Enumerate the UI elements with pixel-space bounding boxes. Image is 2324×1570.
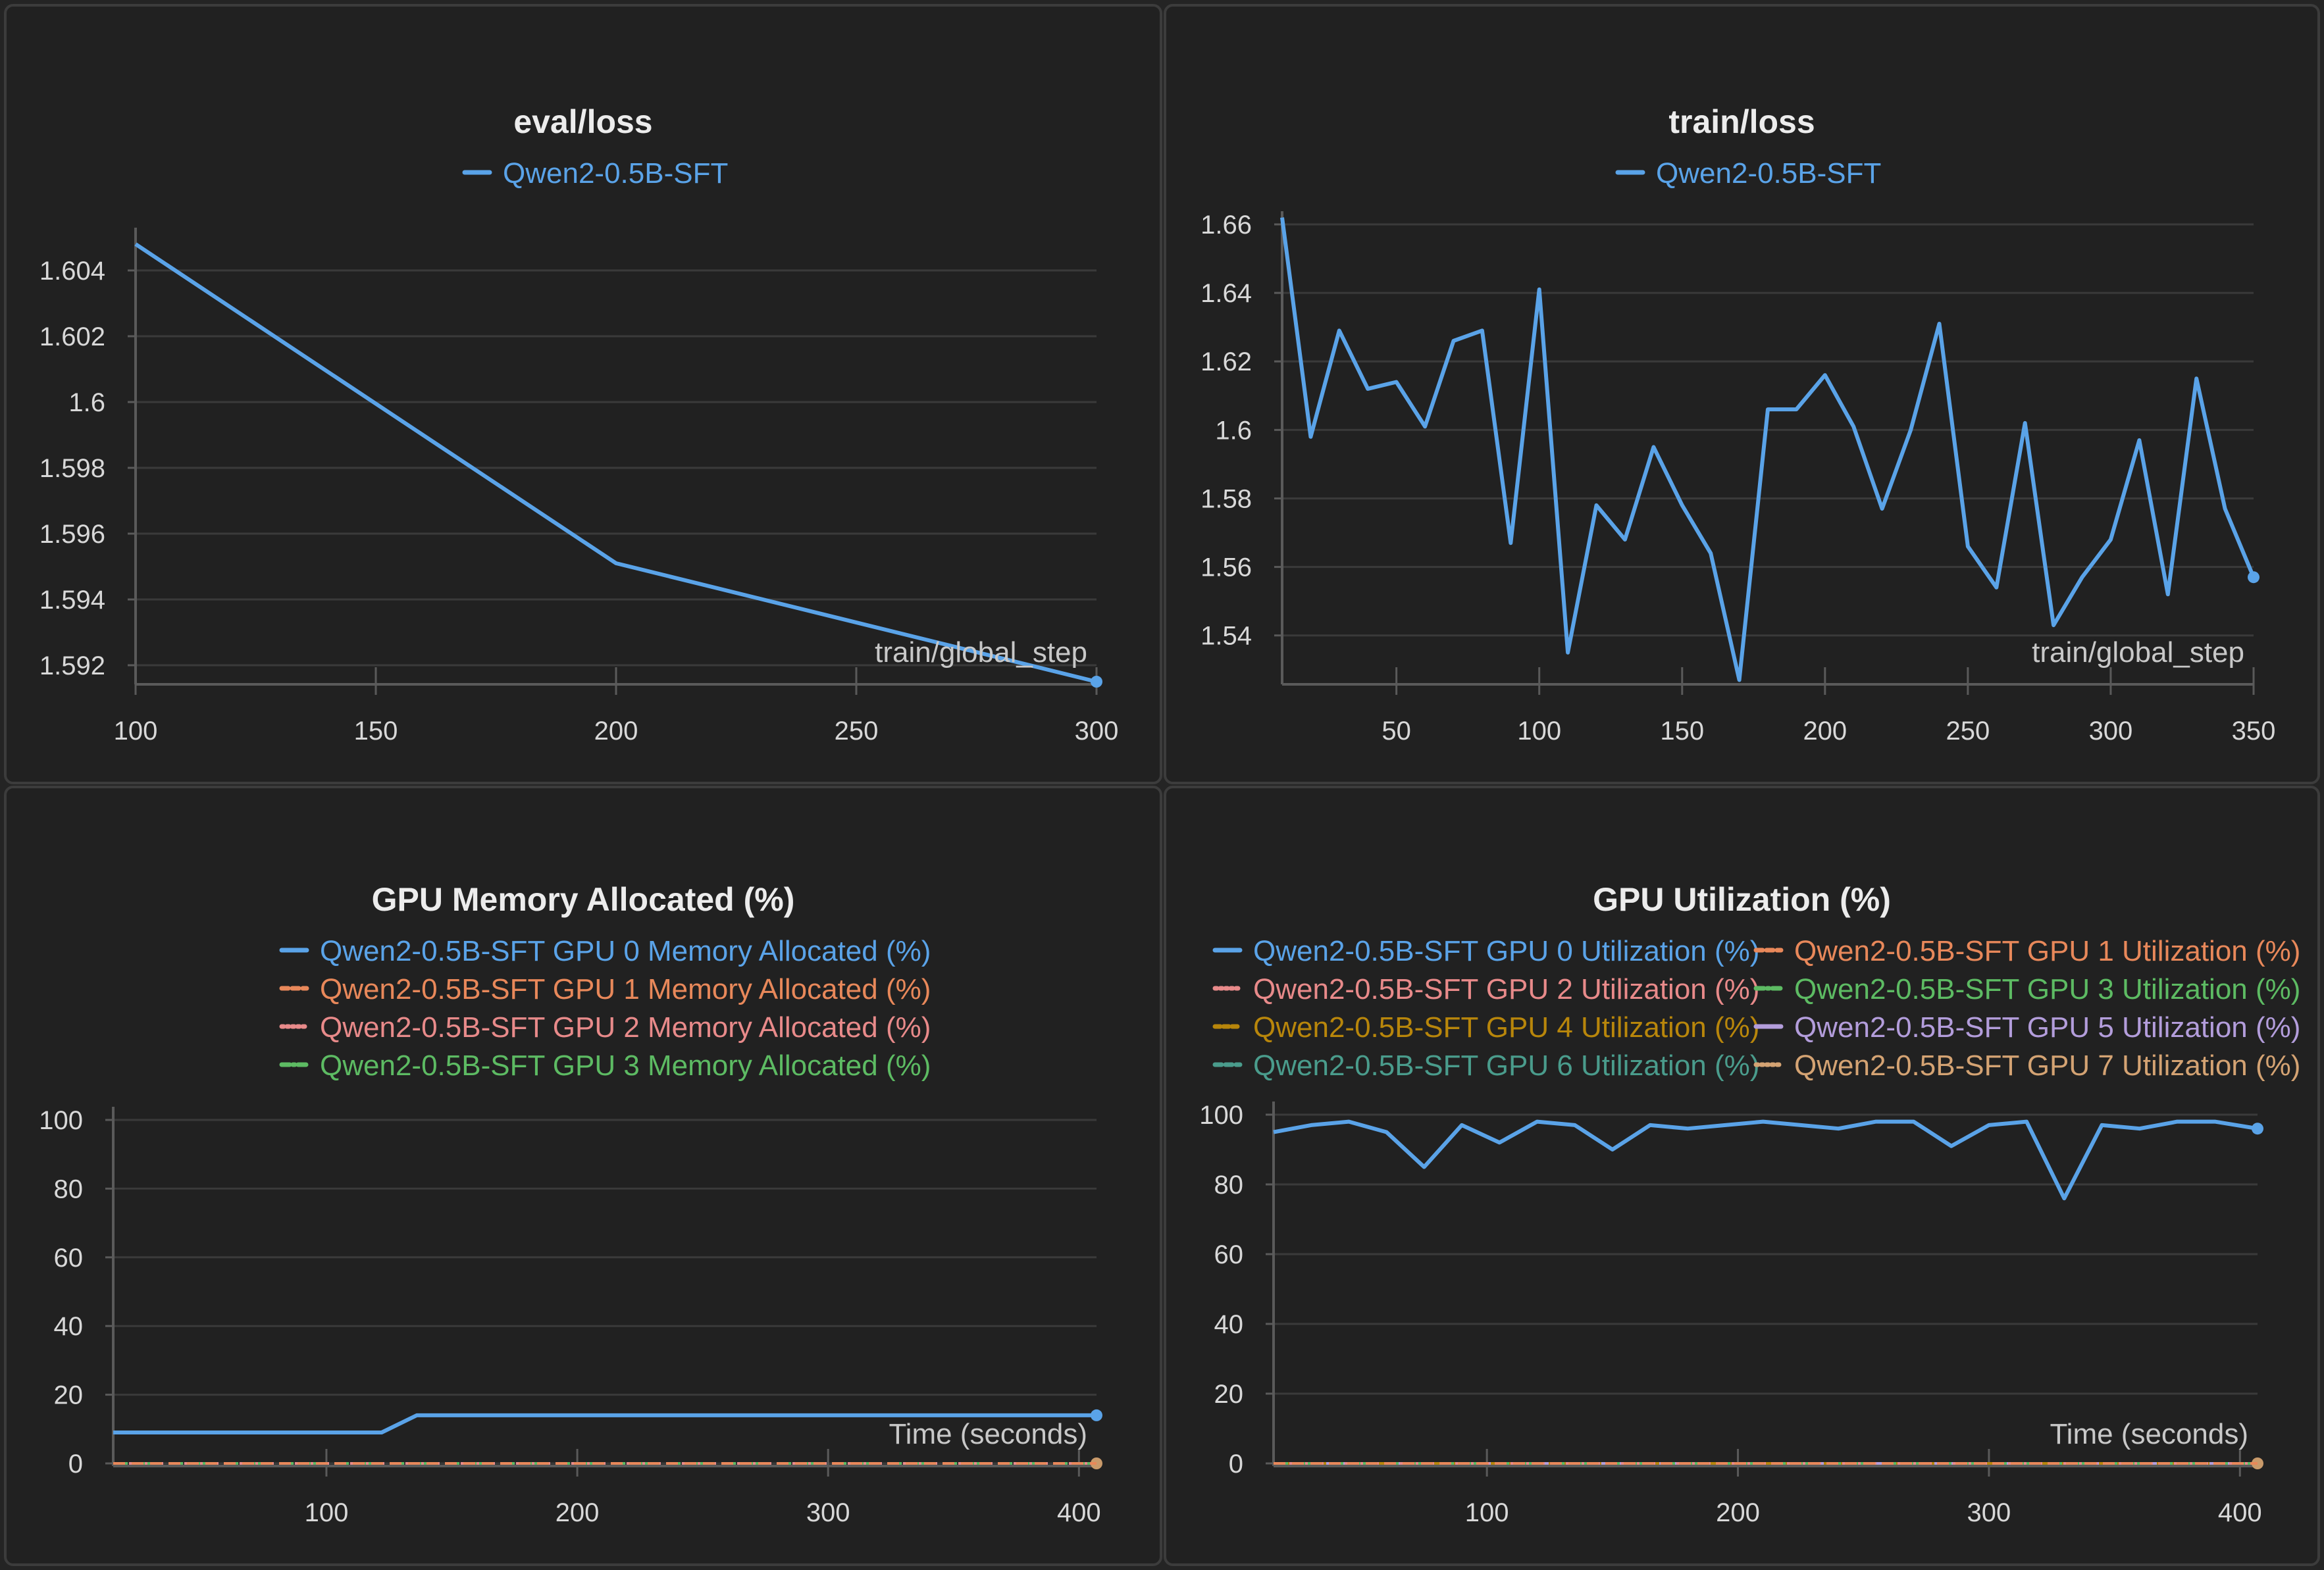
series-end-point [1091,676,1102,688]
legend-item[interactable]: Qwen2-0.5B-SFT [1615,157,1881,190]
x-tick-label: 300 [1075,717,1119,746]
legend-label: Qwen2-0.5B-SFT [503,157,728,190]
x-tick-label: 100 [114,717,158,746]
y-tick-label: 1.56 [1201,553,1252,582]
legend-item[interactable]: Qwen2-0.5B-SFT GPU 5 Utilization (%) [1753,1011,2300,1044]
legend-item[interactable]: Qwen2-0.5B-SFT GPU 7 Utilization (%) [1753,1050,2300,1082]
legend-label: Qwen2-0.5B-SFT GPU 6 Utilization (%) [1253,1050,1759,1082]
y-tick-label: 0 [1229,1450,1243,1479]
y-tick-label: 20 [54,1381,84,1410]
legend-item[interactable]: Qwen2-0.5B-SFT GPU 0 Memory Allocated (%… [279,935,931,967]
legend-item[interactable]: Qwen2-0.5B-SFT GPU 2 Memory Allocated (%… [279,1011,931,1044]
legend-item[interactable]: Qwen2-0.5B-SFT GPU 3 Memory Allocated (%… [279,1050,931,1082]
y-tick-label: 1.602 [39,322,105,351]
series-end-point [2248,571,2259,584]
chart-svg: GPU Memory Allocated (%) Qwen2-0.5B-SFT G… [39,881,1102,1527]
x-tick-label: 300 [2089,717,2133,746]
chart-title: train/loss [1668,103,1815,140]
y-tick-label: 80 [54,1175,84,1203]
x-tick-label: 200 [594,717,638,746]
y-tick-label: 1.62 [1201,347,1252,376]
y-tick-label: 1.6 [1215,416,1252,445]
x-axis-title: train/global_step [2032,636,2244,669]
x-axis-title: Time (seconds) [889,1418,1087,1450]
y-tick-label: 1.604 [39,257,105,286]
y-tick-label: 100 [1199,1101,1243,1130]
legend-label: Qwen2-0.5B-SFT GPU 1 Utilization (%) [1794,935,2300,967]
chart-title: eval/loss [513,103,652,140]
x-tick-label: 100 [1517,717,1561,746]
y-tick-label: 100 [39,1106,83,1135]
x-tick-label: 350 [2232,717,2276,746]
x-tick-label: 200 [1803,717,1847,746]
legend-label: Qwen2-0.5B-SFT GPU 5 Utilization (%) [1794,1011,2300,1044]
x-tick-label: 100 [305,1498,349,1527]
legend-label: Qwen2-0.5B-SFT GPU 1 Memory Allocated (%… [320,973,931,1005]
series-line[interactable] [134,242,1097,684]
y-tick-label: 1.592 [39,651,105,680]
y-tick-label: 1.64 [1201,279,1252,308]
legend-label: Qwen2-0.5B-SFT GPU 4 Utilization (%) [1253,1011,1759,1044]
y-tick-label: 1.598 [39,454,105,483]
y-tick-label: 1.594 [39,586,105,615]
x-axis-title: train/global_step [875,636,1087,669]
legend-label: Qwen2-0.5B-SFT GPU 0 Memory Allocated (%… [320,935,931,967]
x-tick-label: 300 [806,1498,850,1527]
x-tick-label: 250 [1946,717,1990,746]
legend-item[interactable]: Qwen2-0.5B-SFT GPU 1 Utilization (%) [1753,935,2300,967]
y-tick-label: 40 [54,1312,84,1341]
legend-item[interactable]: Qwen2-0.5B-SFT [462,157,728,190]
chart-svg: eval/loss Qwen2-0.5B-SFT 1.592 1.594 1.596 1.… [39,103,1119,746]
y-tick-label: 1.6 [68,388,105,417]
x-tick-label: 150 [354,717,398,746]
y-tick-label: 60 [54,1244,84,1273]
x-tick-label: 200 [1716,1498,1760,1527]
x-tick-label: 250 [835,717,879,746]
series-line[interactable] [1280,217,2256,682]
chart-svg: GPU Utilization (%) Qwen2-0.5B-SFT GPU 0 … [1199,881,2300,1527]
legend-label: Qwen2-0.5B-SFT GPU 0 Utilization (%) [1253,935,1759,967]
x-axis-title: Time (seconds) [2050,1418,2248,1450]
series-end-point [1091,1409,1102,1421]
y-tick-label: 20 [1214,1380,1244,1409]
x-tick-label: 200 [555,1498,600,1527]
y-tick-label: 1.54 [1201,622,1252,651]
x-tick-label: 50 [1381,717,1411,746]
legend-label: Qwen2-0.5B-SFT GPU 2 Memory Allocated (%… [320,1011,931,1044]
y-tick-label: 1.58 [1201,484,1252,513]
series-end-point [2252,1123,2263,1135]
legend-item[interactable]: Qwen2-0.5B-SFT GPU 3 Utilization (%) [1753,973,2300,1005]
y-tick-label: 1.596 [39,520,105,549]
x-tick-label: 100 [1465,1498,1509,1527]
x-tick-label: 150 [1660,717,1704,746]
y-tick-label: 60 [1214,1240,1244,1269]
legend-item[interactable]: Qwen2-0.5B-SFT GPU 2 Utilization (%) [1212,973,1759,1005]
y-tick-label: 1.66 [1201,211,1252,240]
x-tick-label: 400 [2218,1498,2262,1527]
legend-label: Qwen2-0.5B-SFT GPU 2 Utilization (%) [1253,973,1759,1005]
legend-label: Qwen2-0.5B-SFT GPU 3 Memory Allocated (%… [320,1050,931,1082]
legend-label: Qwen2-0.5B-SFT GPU 3 Utilization (%) [1794,973,2300,1005]
x-tick-label: 400 [1057,1498,1101,1527]
legend-label: Qwen2-0.5B-SFT [1656,157,1881,190]
y-tick-label: 40 [1214,1310,1244,1339]
chart-panel-gpu-utilization: GPU Utilization (%) Qwen2-0.5B-SFT GPU 0 … [1164,786,2320,1566]
chart-panel-train-loss: train/loss Qwen2-0.5B-SFT 1.54 1.56 1.58 1.6 1… [1164,4,2320,784]
legend-label: Qwen2-0.5B-SFT GPU 7 Utilization (%) [1794,1050,2300,1082]
series-line[interactable] [1273,1119,2258,1201]
legend-item[interactable]: Qwen2-0.5B-SFT GPU 4 Utilization (%) [1212,1011,1759,1044]
series-line[interactable] [113,1413,1097,1434]
chart-title: GPU Utilization (%) [1593,881,1891,918]
chart-title: GPU Memory Allocated (%) [372,881,795,918]
legend-item[interactable]: Qwen2-0.5B-SFT GPU 0 Utilization (%) [1212,935,1759,967]
x-tick-label: 300 [1967,1498,2011,1527]
chart-svg: train/loss Qwen2-0.5B-SFT 1.54 1.56 1.58 1.6 1… [1201,103,2276,746]
legend-item[interactable]: Qwen2-0.5B-SFT GPU 1 Memory Allocated (%… [279,973,931,1005]
y-tick-label: 0 [68,1450,83,1479]
legend-item[interactable]: Qwen2-0.5B-SFT GPU 6 Utilization (%) [1212,1050,1759,1082]
chart-panel-eval-loss: eval/loss Qwen2-0.5B-SFT 1.592 1.594 1.596 1.… [4,4,1162,784]
chart-panel-gpu-memory: GPU Memory Allocated (%) Qwen2-0.5B-SFT G… [4,786,1162,1566]
y-tick-label: 80 [1214,1171,1244,1200]
